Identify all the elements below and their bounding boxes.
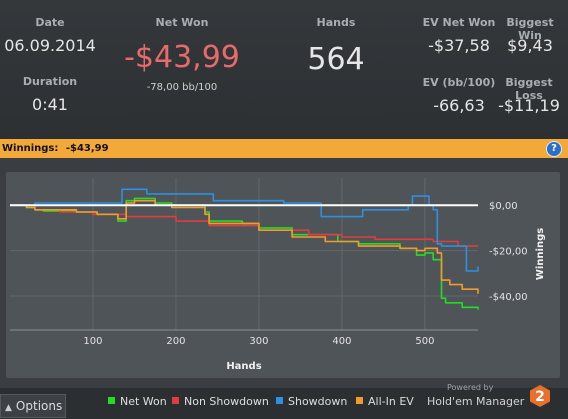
- y-tick-label: $0,00: [489, 201, 518, 212]
- ev-net-won-value: -$37,58: [428, 36, 490, 55]
- net-won-value: -$43,99: [124, 40, 240, 75]
- winnings-label: Winnings:: [2, 143, 59, 154]
- x-tick-label: 400: [332, 336, 351, 347]
- chart-area: 100 200 300 400 500 $0,00 -$20,00 -$40,00 Hands W…: [0, 158, 568, 388]
- biggest-win-value: $9,43: [507, 36, 553, 55]
- ev-net-won-label: EV Net Won: [422, 16, 496, 29]
- net-won-bb-value: -78,00 bb/100: [146, 82, 218, 93]
- x-axis-label: Hands: [226, 361, 261, 372]
- legend-item-non-showdown: Non Showdown: [172, 395, 269, 408]
- x-tick-label: 500: [415, 336, 434, 347]
- options-button[interactable]: ▲ Options: [0, 394, 66, 418]
- legend-swatch: [276, 397, 283, 404]
- y-tick-label: -$40,00: [489, 292, 528, 303]
- winnings-bar: Winnings: -$43,99 ?: [0, 139, 568, 158]
- legend-item-all-in-ev: All-In EV: [356, 395, 414, 408]
- help-icon[interactable]: ?: [546, 141, 562, 157]
- session-stats-panel: Date 06.09.2014 Duration 0:41 Net Won -$…: [0, 0, 568, 138]
- legend-swatch: [172, 397, 179, 404]
- legend-item-showdown: Showdown: [276, 395, 347, 408]
- biggest-win-label: Biggest Win: [506, 16, 554, 42]
- winnings-value: -$43,99: [65, 143, 109, 154]
- ev-bb-label: EV (bb/100): [422, 76, 496, 89]
- legend-swatch: [108, 397, 115, 404]
- duration-label: Duration: [22, 75, 78, 88]
- bottom-bar: ▲ Options Net Won Non Showdown Showdown A…: [0, 383, 568, 418]
- biggest-loss-value: -$11,19: [498, 96, 560, 115]
- y-tick-label: -$20,00: [489, 247, 528, 258]
- net-won-label: Net Won: [155, 16, 209, 29]
- y-axis-label: Winnings: [535, 228, 546, 280]
- legend-label: Non Showdown: [184, 395, 269, 408]
- product-name: Hold'em Manager: [427, 395, 525, 408]
- series-line-all-in-ev: [10, 199, 479, 294]
- legend-label: Showdown: [288, 395, 348, 408]
- options-label: Options: [15, 399, 63, 413]
- legend-label: Net Won: [120, 395, 167, 408]
- winnings-chart: 100 200 300 400 500 $0,00 -$20,00 -$40,00 Hands W…: [10, 178, 546, 372]
- triangle-up-icon: ▲: [5, 403, 12, 413]
- biggest-loss-label: Biggest Loss: [505, 76, 553, 102]
- hands-label: Hands: [316, 16, 356, 29]
- legend-swatch: [356, 397, 363, 404]
- duration-value: 0:41: [32, 95, 68, 114]
- x-tick-label: 200: [166, 336, 185, 347]
- legend-label: All-In EV: [368, 395, 414, 408]
- series-line-showdown: [10, 188, 479, 272]
- date-value: 06.09.2014: [4, 36, 96, 55]
- logo-number: 2: [535, 389, 545, 405]
- date-label: Date: [35, 16, 65, 29]
- hands-value: 564: [307, 42, 365, 77]
- x-tick-label: 300: [249, 336, 268, 347]
- ev-bb-value: -66,63: [433, 96, 485, 115]
- legend-item-net-won: Net Won: [108, 395, 167, 408]
- hem2-logo: 2: [530, 385, 550, 407]
- chart-panel: 100 200 300 400 500 $0,00 -$20,00 -$40,00 Hands W…: [6, 172, 560, 378]
- powered-by-label: Powered by: [447, 383, 494, 392]
- x-tick-label: 100: [83, 336, 102, 347]
